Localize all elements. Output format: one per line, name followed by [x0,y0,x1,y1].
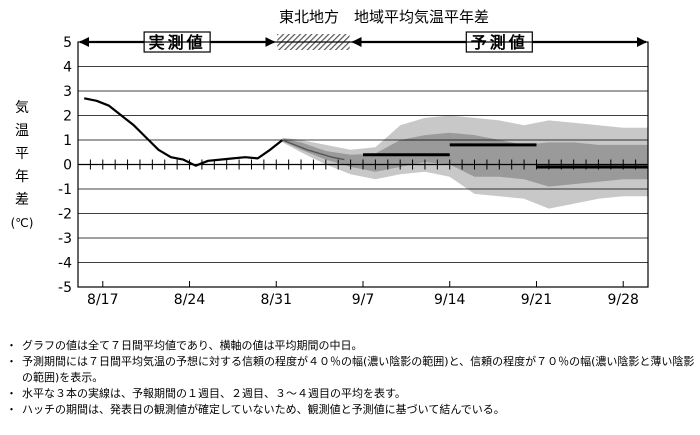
observed-line [83,97,284,167]
note-item: 予測期間には７日間平均気温の予想に対する信頼の程度が４０％の幅(濃い陰影の範囲)… [6,354,696,386]
y-tick-label: 4 [63,60,72,76]
note-item: 水平な３本の実線は、予報期間の１週目、２週目、３～４週目の平均を表す。 [6,386,696,402]
x-tick-label: 8/31 [261,292,292,308]
y-tick-label: -3 [58,231,72,247]
y-axis-label-char: 気 [15,100,29,116]
band-40-percent [282,132,648,187]
y-tick-label: -5 [58,280,72,296]
y-tick-label: -4 [58,256,72,272]
series [83,97,648,169]
y-tick-label: -1 [58,182,72,198]
y-tick-label: 5 [63,35,72,51]
y-tick-label: 0 [63,158,72,174]
connector-line [282,139,345,161]
y-axis-label-unit: (℃) [11,216,34,230]
x-tick-label: 9/14 [434,292,466,308]
grid [78,66,648,263]
confidence-bands [282,115,648,209]
note-item: グラフの値は全て７日間平均値であり、横軸の値は平均期間の中日。 [6,338,696,354]
axes: 5 4 3 2 1 0 -1 -2 -3 -4 -5 8/17 8/24 8/31 9/7 9/14 9/21 9… [58,35,649,308]
x-tick-label: 9/28 [607,292,638,308]
y-axis-label-char: 差 [15,192,29,208]
x-tick-label: 9/7 [352,292,375,308]
notes: グラフの値は全て７日間平均値であり、横軸の値は平均期間の中日。 予測期間には７日… [6,338,696,418]
y-tick-label: 1 [63,133,72,149]
note-item: ハッチの期間は、発表日の観測値が確定していないため、観測値と予測値に基づいて結ん… [6,402,696,418]
x-tick-label: 8/17 [87,292,118,308]
y-axis-label-char: 温 [15,123,29,139]
y-tick-label: -2 [58,207,72,223]
y-tick-label: 3 [63,84,72,100]
temperature-anomaly-chart: 東北地方 地域平均気温平年差 気 温 平 年 差 (℃) 実測値 予測値 5432… [11,8,649,308]
y-axis-label-char: 年 [15,169,29,185]
y-tick-label: 2 [63,109,72,125]
y-axis-label: 気 温 平 年 差 (℃) [11,100,34,230]
chart-title: 東北地方 地域平均気温平年差 [279,8,489,26]
x-tick-label: 9/21 [521,292,552,308]
y-axis-label-char: 平 [15,146,29,162]
x-tick-label: 8/24 [174,292,206,308]
